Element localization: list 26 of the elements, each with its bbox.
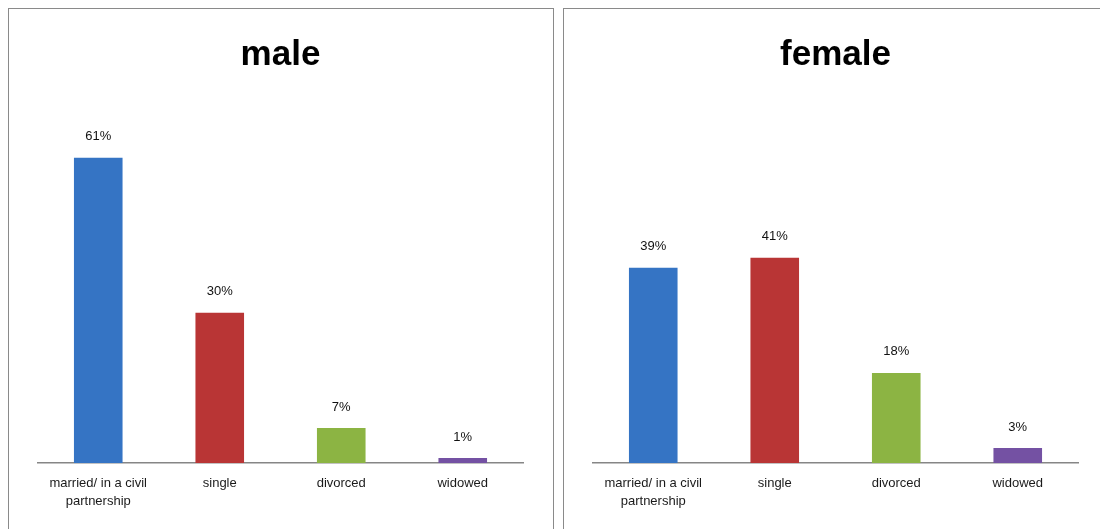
- bar: [871, 372, 921, 463]
- data-label: 7%: [331, 398, 352, 414]
- x-tick-label: divorced: [316, 475, 366, 491]
- bar: [73, 157, 123, 463]
- bar: [628, 267, 678, 463]
- data-label: 41%: [761, 228, 789, 244]
- chart-title: female: [780, 32, 891, 72]
- x-tick-label: widowed: [991, 475, 1044, 491]
- x-tick-label: divorced: [871, 475, 921, 491]
- x-tick-label: single: [202, 475, 237, 491]
- bar: [993, 447, 1043, 463]
- x-tick-label: married/ in a civil partnership: [49, 475, 148, 508]
- bar: [316, 427, 366, 463]
- bar: [195, 312, 245, 463]
- x-tick-label: single: [757, 475, 792, 491]
- chart-title: male: [240, 32, 321, 72]
- bar: [438, 457, 488, 463]
- bar: [750, 257, 800, 463]
- x-tick-label: married/ in a civil partnership: [604, 475, 703, 508]
- data-label: 30%: [206, 283, 234, 299]
- data-label: 3%: [1008, 418, 1028, 434]
- data-label: 39%: [640, 238, 667, 254]
- x-tick-label: widowed: [436, 475, 489, 491]
- data-label: 18%: [883, 343, 910, 359]
- data-label: 61%: [85, 128, 112, 144]
- data-label: 1%: [453, 428, 473, 444]
